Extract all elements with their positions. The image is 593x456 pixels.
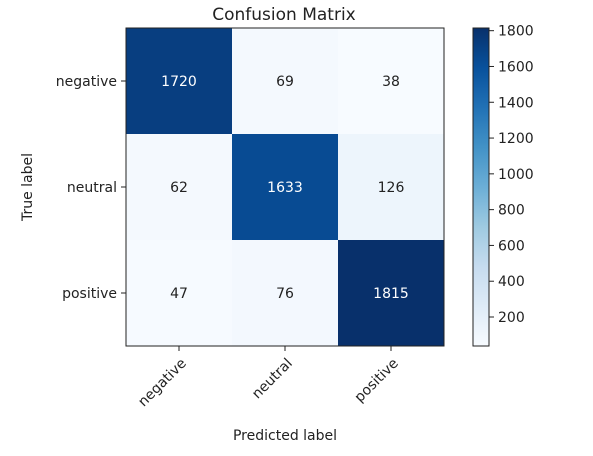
cell-value-label: 38 [382,74,400,90]
y-tick-label: negative [56,74,117,90]
cell-value-label: 1720 [161,74,197,90]
cell-value-label: 1815 [373,286,409,302]
colorbar-tick-label: 600 [498,238,525,254]
heatmap-cells [126,28,445,347]
y-tick-label: neutral [67,180,117,196]
y-tick-label: positive [62,286,117,302]
colorbar [472,27,490,347]
x-tick-label: positive [352,356,402,406]
cell-value-label: 76 [276,286,294,302]
colorbar-tick-label: 200 [498,310,525,326]
heatmap-cell-labels: 1720 69 38 62 1633 126 47 76 1815 [161,74,409,302]
x-axis-label: Predicted label [233,428,337,444]
colorbar-ticks: 200 400 600 800 1000 1200 1400 1600 1800 [489,24,534,326]
heatmap-cell [126,134,233,241]
heatmap-cell [126,28,233,135]
cell-value-label: 47 [170,286,188,302]
colorbar-tick-label: 1800 [498,24,534,40]
cell-value-label: 1633 [267,180,303,196]
x-tick-label: neutral [249,356,296,403]
colorbar-tick-label: 400 [498,274,525,290]
heatmap-cell [338,240,445,347]
chart-title: Confusion Matrix [212,5,356,25]
colorbar-tick-label: 1400 [498,95,534,111]
x-axis-ticks: negative neutral positive [135,346,402,410]
heatmap-cell [232,240,339,347]
heatmap-cell [126,240,233,347]
cell-value-label: 69 [276,74,294,90]
heatmap-cell [232,134,339,241]
heatmap-cell [338,134,445,241]
cell-value-label: 62 [170,180,188,196]
colorbar-tick-label: 1200 [498,131,534,147]
colorbar-tick-label: 800 [498,203,525,219]
cell-value-label: 126 [378,180,405,196]
y-axis-ticks: negative neutral positive [56,74,126,302]
heatmap-cell [232,28,339,135]
x-tick-label: negative [135,356,190,411]
y-axis-label: True label [20,153,36,222]
heatmap-cell [338,28,445,135]
colorbar-tick-label: 1000 [498,167,534,183]
colorbar-tick-label: 1600 [498,59,534,75]
